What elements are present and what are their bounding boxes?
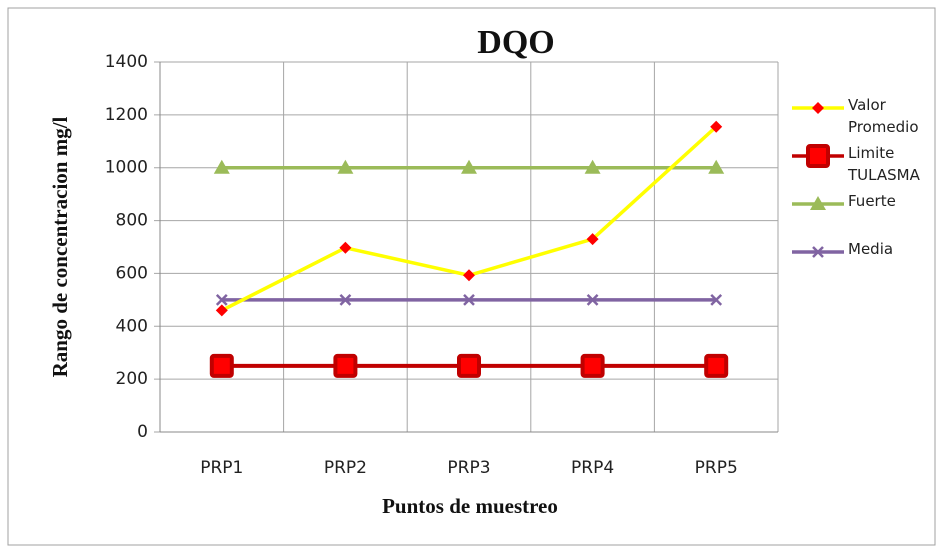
data-point: [463, 269, 475, 282]
data-point: [213, 159, 230, 174]
data-point: [708, 159, 725, 174]
y-axis-label: Rango de concentracion mg/l: [48, 116, 72, 377]
data-point: [457, 353, 481, 378]
legend-item: Limite TULASMA: [790, 140, 940, 188]
x-tick-label: PRP3: [447, 458, 490, 478]
data-point: [333, 353, 358, 378]
y-tick-label: 0: [137, 422, 148, 442]
y-tick-label: 200: [116, 369, 148, 389]
data-point: [339, 293, 352, 306]
y-tick-label: 1400: [105, 52, 148, 72]
legend-item: Valor Promedio: [790, 92, 940, 140]
data-point: [586, 233, 599, 246]
x-tick-label: PRP4: [571, 458, 614, 478]
data-point: [337, 159, 354, 174]
data-point: [215, 293, 228, 306]
legend-item: Fuerte: [790, 188, 940, 236]
legend-swatch: [792, 196, 844, 210]
y-tick-label: 400: [116, 316, 148, 336]
x-tick-label: PRP2: [324, 458, 367, 478]
data-point: [584, 159, 601, 174]
data-point: [586, 293, 599, 306]
legend-marker: [810, 196, 826, 210]
x-tick-label: PRP5: [695, 458, 738, 478]
y-tick-label: 600: [116, 263, 148, 283]
data-point: [710, 120, 723, 133]
legend-label: Fuerte: [848, 192, 896, 210]
legend-marker: [812, 102, 824, 114]
legend-label: Limite TULASMA: [848, 144, 920, 184]
legend-marker: [812, 246, 824, 258]
y-tick-label: 800: [116, 211, 148, 231]
data-point: [209, 353, 234, 378]
legend-swatch: [792, 144, 844, 168]
data-point: [704, 353, 729, 378]
legend-label: Media: [848, 240, 894, 258]
legend-swatch: [792, 102, 844, 114]
y-tick-label: 1000: [105, 158, 148, 178]
x-axis-label: Puntos de muestreo: [382, 494, 558, 518]
x-tick-label: PRP1: [200, 458, 243, 478]
data-point: [461, 159, 477, 174]
legend-marker: [806, 144, 830, 168]
y-tick-label: 1200: [105, 105, 148, 125]
chart-title: DQO: [477, 24, 554, 61]
legend-item: Media: [790, 236, 940, 284]
data-point: [580, 353, 605, 378]
legend-label: Valor Promedio: [848, 96, 919, 136]
legend: Valor Promedio Limite TULASMA Fuerte Media: [790, 92, 940, 284]
data-point: [710, 293, 723, 306]
data-point: [215, 304, 228, 317]
data-point: [339, 241, 352, 254]
legend-swatch: [792, 246, 844, 258]
data-point: [463, 293, 475, 306]
